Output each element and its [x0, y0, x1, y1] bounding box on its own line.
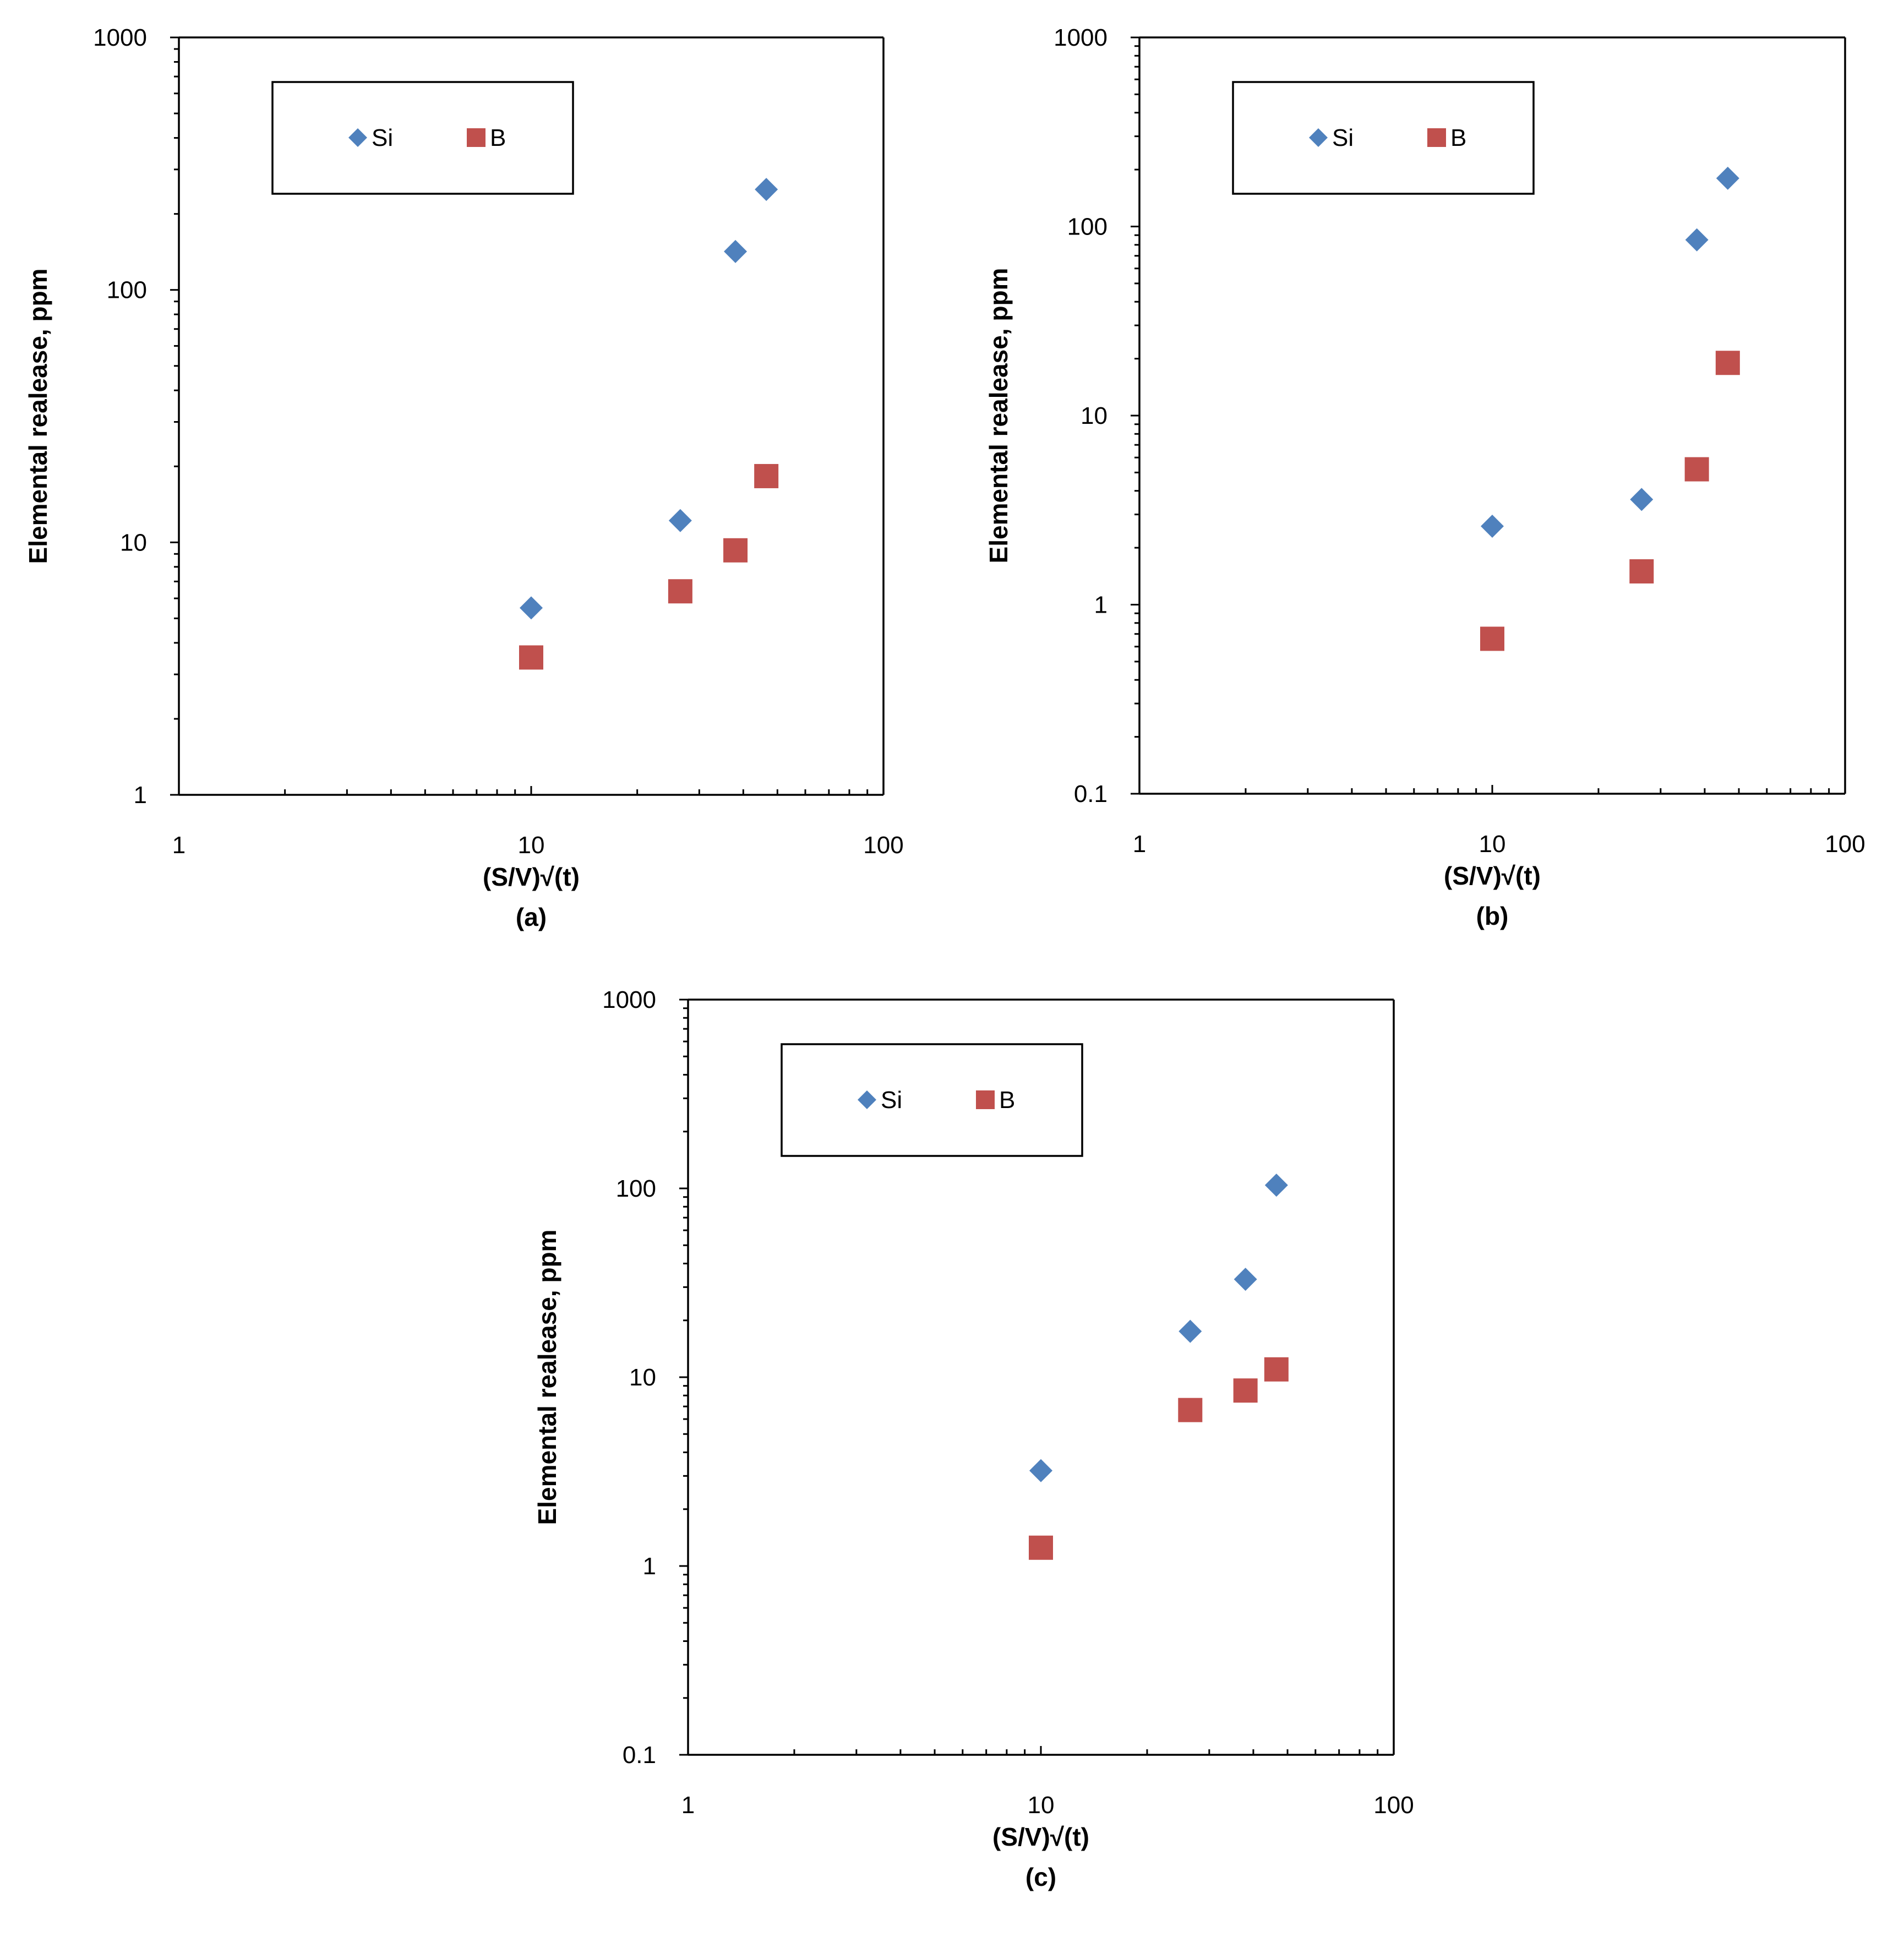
x-axis-title: (S/V)√(t)	[992, 1823, 1089, 1851]
y-tick-label: 10	[1081, 402, 1108, 429]
data-point-si	[724, 239, 748, 263]
x-tick-label: 10	[1028, 1792, 1055, 1819]
legend-label-si: Si	[1332, 124, 1354, 151]
data-point-b	[723, 538, 748, 563]
x-tick-label: 100	[863, 832, 903, 859]
data-point-si	[1716, 166, 1739, 190]
legend-box	[271, 81, 574, 195]
series-b	[519, 463, 779, 670]
x-tick-label: 10	[518, 832, 545, 859]
legend-marker-diamond	[858, 1090, 876, 1109]
data-point-b	[1480, 626, 1504, 651]
y-tick-label: 1	[1094, 592, 1108, 619]
series-b	[1029, 1357, 1289, 1560]
data-point-b	[1178, 1398, 1203, 1422]
legend-marker-square	[976, 1090, 995, 1109]
legend-marker-square	[467, 128, 485, 147]
legend-label-b: B	[1450, 124, 1466, 151]
data-point-b	[1629, 559, 1654, 584]
y-tick-label: 0.1	[1074, 781, 1108, 807]
legend-label-b: B	[490, 124, 506, 151]
legend: Si B	[781, 1043, 1083, 1157]
data-point-b	[1233, 1378, 1258, 1403]
legend-box	[1232, 81, 1535, 195]
series-si	[1481, 166, 1739, 538]
data-point-b	[754, 463, 779, 488]
y-tick-label: 1000	[1054, 24, 1108, 51]
x-tick-label: 1	[172, 832, 186, 859]
x-axis-title: (S/V)√(t)	[1444, 861, 1541, 890]
legend-label-si: Si	[372, 124, 393, 151]
legend-marker-square	[1427, 128, 1446, 147]
data-point-si	[1481, 514, 1504, 538]
series-b	[1480, 351, 1740, 651]
series-si	[1029, 1174, 1288, 1482]
series-si	[520, 178, 778, 620]
y-tick-label: 100	[107, 277, 147, 304]
x-tick-label: 100	[1825, 831, 1865, 858]
y-tick-label: 1	[134, 782, 147, 809]
panel-caption: (c)	[1025, 1863, 1056, 1891]
data-point-si	[755, 178, 778, 201]
data-point-si	[1264, 1174, 1288, 1197]
y-axis-title: Elemental realease, ppm	[984, 268, 1013, 564]
data-point-si	[1029, 1459, 1052, 1482]
y-tick-label: 10	[629, 1364, 656, 1391]
y-axis-title: Elemental realease, ppm	[533, 1230, 561, 1525]
data-point-b	[519, 645, 543, 670]
data-point-b	[1029, 1535, 1053, 1560]
y-tick-label: 10	[120, 529, 147, 556]
x-axis-title: (S/V)√(t)	[483, 863, 580, 891]
chart-panel-a: 1 10 100 1000 1 10 100 (S/V)√(t) (a) Elemental re…	[24, 24, 904, 931]
legend: Si B	[271, 81, 574, 195]
y-axis-title: Elemental realease, ppm	[24, 269, 52, 564]
y-tick-label: 0.1	[623, 1742, 656, 1769]
x-tick-label: 10	[1479, 831, 1506, 858]
panel-caption: (b)	[1476, 902, 1509, 930]
data-point-si	[1685, 228, 1709, 252]
data-point-b	[1715, 351, 1740, 375]
legend-box	[781, 1043, 1083, 1157]
chart-panel-b: 0.1 1 10 100 1000 1 10 100 (S/V)√(t) (b) Elemental…	[984, 24, 1865, 930]
x-tick-label: 1	[1133, 831, 1146, 858]
y-tick-label: 100	[616, 1175, 656, 1202]
data-point-b	[1684, 457, 1709, 482]
legend: Si B	[1232, 81, 1535, 195]
legend-marker-diamond	[1309, 128, 1328, 147]
y-tick-label: 1000	[93, 24, 147, 51]
data-point-b	[1264, 1357, 1289, 1382]
x-tick-label: 100	[1373, 1792, 1414, 1819]
chart-panel-c: 0.1 1 10 100 1000 1 10 100 (S/V)√(t) (c) Elemental…	[533, 986, 1414, 1891]
y-tick-label: 1000	[602, 986, 656, 1013]
y-tick-label: 1	[643, 1553, 656, 1580]
data-point-si	[520, 596, 543, 620]
y-tick-label: 100	[1067, 214, 1108, 241]
data-point-si	[1234, 1268, 1257, 1291]
data-point-si	[1179, 1319, 1202, 1343]
data-point-si	[668, 509, 692, 532]
data-point-si	[1630, 488, 1654, 511]
panel-caption: (a)	[516, 903, 547, 931]
legend-marker-diamond	[348, 128, 367, 147]
legend-label-si: Si	[881, 1087, 902, 1114]
data-point-b	[668, 579, 692, 604]
legend-label-b: B	[999, 1087, 1015, 1114]
x-tick-label: 1	[681, 1792, 695, 1819]
